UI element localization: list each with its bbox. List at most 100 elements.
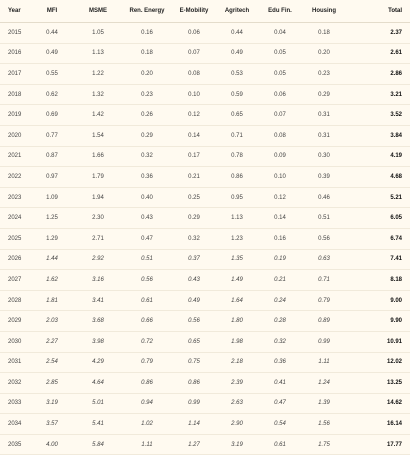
table-row: 2015 0.44 1.05 0.16 0.06 0.44 0.04 0.18 2.37 [0, 22, 410, 44]
value-cell: 1.11 [122, 434, 172, 455]
value-cell: 0.23 [122, 84, 172, 106]
table-row: 2028 1.81 3.41 0.61 0.49 1.64 0.24 0.79 9.00 [0, 290, 410, 312]
value-cell: 0.89 [302, 310, 346, 332]
value-cell: 0.79 [122, 352, 172, 374]
value-cell: 1.79 [74, 166, 122, 188]
value-cell: 0.51 [302, 207, 346, 229]
value-cell: 0.18 [302, 22, 346, 44]
value-cell: 1.02 [122, 413, 172, 435]
value-cell: 0.23 [302, 63, 346, 85]
value-cell: 14.62 [346, 393, 410, 415]
value-cell: 0.24 [258, 290, 302, 312]
value-cell: 0.31 [302, 125, 346, 147]
value-cell: 3.68 [74, 310, 122, 332]
column-header: Agritech [216, 0, 258, 23]
table-row: 2020 0.77 1.54 0.29 0.14 0.71 0.08 0.31 3.84 [0, 125, 410, 147]
value-cell: 0.19 [258, 249, 302, 271]
year-cell: 2020 [0, 125, 30, 147]
value-cell: 1.39 [302, 393, 346, 415]
value-cell: 1.66 [74, 146, 122, 168]
value-cell: 3.57 [30, 413, 74, 435]
table-row: 2022 0.97 1.79 0.36 0.21 0.86 0.10 0.39 4.68 [0, 166, 410, 188]
table-row: 2033 3.19 5.01 0.94 0.99 2.63 0.47 1.39 14.62 [0, 393, 410, 415]
value-cell: 2.63 [216, 393, 258, 415]
value-cell: 0.36 [258, 352, 302, 374]
value-cell: 5.84 [74, 434, 122, 455]
value-cell: 0.14 [172, 125, 216, 147]
value-cell: 0.51 [122, 249, 172, 271]
value-cell: 0.30 [302, 146, 346, 168]
value-cell: 0.44 [216, 22, 258, 44]
value-cell: 1.25 [30, 207, 74, 229]
value-cell: 0.31 [302, 104, 346, 126]
value-cell: 0.71 [302, 269, 346, 291]
value-cell: 16.14 [346, 413, 410, 435]
value-cell: 0.61 [258, 434, 302, 455]
year-cell: 2027 [0, 269, 30, 291]
value-cell: 4.64 [74, 372, 122, 394]
year-cell: 2018 [0, 84, 30, 106]
value-cell: 0.43 [172, 269, 216, 291]
value-cell: 0.65 [216, 104, 258, 126]
value-cell: 0.20 [302, 43, 346, 65]
value-cell: 0.21 [172, 166, 216, 188]
value-cell: 0.94 [122, 393, 172, 415]
value-cell: 0.29 [122, 125, 172, 147]
value-cell: 5.21 [346, 187, 410, 209]
value-cell: 0.12 [172, 104, 216, 126]
value-cell: 0.63 [302, 249, 346, 271]
value-cell: 0.56 [122, 269, 172, 291]
value-cell: 0.06 [172, 22, 216, 44]
value-cell: 1.29 [30, 228, 74, 250]
value-cell: 1.42 [74, 104, 122, 126]
table-body: 2015 0.44 1.05 0.16 0.06 0.44 0.04 0.18 2.37 2016… [0, 22, 410, 455]
column-header: E-Mobility [172, 0, 216, 23]
value-cell: 7.41 [346, 249, 410, 271]
value-cell: 1.22 [74, 63, 122, 85]
value-cell: 17.77 [346, 434, 410, 455]
value-cell: 0.10 [172, 84, 216, 106]
value-cell: 4.68 [346, 166, 410, 188]
column-header: Ren. Energy [122, 0, 172, 23]
value-cell: 0.97 [30, 166, 74, 188]
value-cell: 1.13 [216, 207, 258, 229]
value-cell: 5.01 [74, 393, 122, 415]
value-cell: 9.90 [346, 310, 410, 332]
value-cell: 3.84 [346, 125, 410, 147]
year-cell: 2030 [0, 331, 30, 353]
value-cell: 0.49 [216, 43, 258, 65]
value-cell: 2.30 [74, 207, 122, 229]
value-cell: 3.41 [74, 290, 122, 312]
value-cell: 0.99 [302, 331, 346, 353]
value-cell: 0.05 [258, 43, 302, 65]
value-cell: 9.00 [346, 290, 410, 312]
year-cell: 2034 [0, 413, 30, 435]
value-cell: 0.86 [122, 372, 172, 394]
value-cell: 0.09 [258, 146, 302, 168]
value-cell: 0.16 [258, 228, 302, 250]
value-cell: 0.49 [172, 290, 216, 312]
table-row: 2018 0.62 1.32 0.23 0.10 0.59 0.06 0.29 3.21 [0, 84, 410, 106]
value-cell: 0.16 [122, 22, 172, 44]
value-cell: 2.90 [216, 413, 258, 435]
value-cell: 1.11 [302, 352, 346, 374]
value-cell: 0.86 [216, 166, 258, 188]
value-cell: 0.99 [172, 393, 216, 415]
value-cell: 2.61 [346, 43, 410, 65]
column-header: Year [0, 0, 30, 23]
value-cell: 0.21 [258, 269, 302, 291]
value-cell: 0.56 [172, 310, 216, 332]
table-row: 2035 4.00 5.84 1.11 1.27 3.19 0.61 1.75 17.77 [0, 434, 410, 455]
value-cell: 1.05 [74, 22, 122, 44]
value-cell: 1.13 [74, 43, 122, 65]
table-row: 2031 2.54 4.29 0.79 0.75 2.18 0.36 1.11 12.02 [0, 352, 410, 374]
value-cell: 0.54 [258, 413, 302, 435]
value-cell: 0.05 [258, 63, 302, 85]
value-cell: 10.91 [346, 331, 410, 353]
year-cell: 2032 [0, 372, 30, 394]
value-cell: 1.14 [172, 413, 216, 435]
value-cell: 0.43 [122, 207, 172, 229]
value-cell: 0.72 [122, 331, 172, 353]
value-cell: 0.10 [258, 166, 302, 188]
value-cell: 0.77 [30, 125, 74, 147]
